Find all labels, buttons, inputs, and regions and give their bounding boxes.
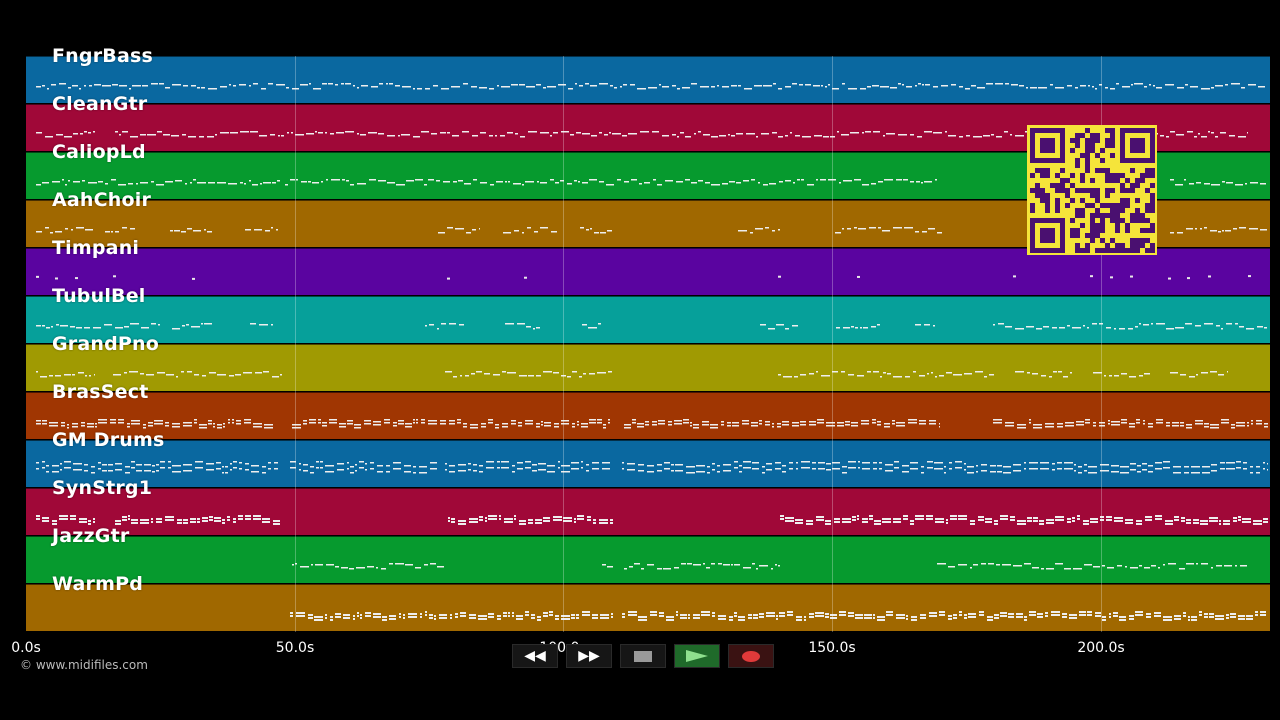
track-label: CleanGtr <box>52 93 148 115</box>
stop-button[interactable] <box>620 644 666 668</box>
track-label: AahChoir <box>52 189 152 211</box>
track-label: Timpani <box>52 237 140 259</box>
track-notes <box>36 227 1267 234</box>
track-lane[interactable] <box>26 440 1270 487</box>
rewind-icon: ◀◀ <box>524 648 546 664</box>
track-label: FngrBass <box>52 45 153 67</box>
track-label: BrasSect <box>52 381 149 403</box>
track-lane[interactable] <box>26 488 1270 535</box>
track-notes <box>36 179 1266 186</box>
track-label: WarmPd <box>52 573 143 595</box>
track-notes <box>36 461 1268 474</box>
track-notes <box>36 515 1268 525</box>
time-gridline <box>295 56 296 632</box>
track-label: CaliopLd <box>52 141 146 163</box>
play-icon <box>686 650 708 662</box>
track-notes <box>36 419 1268 429</box>
track-lane[interactable] <box>26 392 1270 439</box>
time-tick-label: 200.0s <box>1077 640 1125 656</box>
time-tick-label: 150.0s <box>808 640 856 656</box>
track-lane[interactable] <box>26 296 1270 343</box>
copyright-text: © www.midifiles.com <box>20 658 148 672</box>
transport-controls: ◀◀ ▶▶ <box>512 644 782 669</box>
track-lane[interactable] <box>26 344 1270 391</box>
track-label: JazzGtr <box>52 525 130 547</box>
record-icon <box>742 650 760 662</box>
track-notes <box>36 323 1267 330</box>
time-tick-label: 0.0s <box>11 640 41 656</box>
play-button[interactable] <box>674 644 720 668</box>
track-label: TubulBel <box>52 285 146 307</box>
track-lane[interactable] <box>26 584 1270 631</box>
time-gridline <box>563 56 564 632</box>
time-tick-label: 50.0s <box>275 640 315 656</box>
time-gridline <box>1101 56 1102 632</box>
track-notes <box>36 83 1265 90</box>
track-notes <box>36 131 1248 138</box>
record-button[interactable] <box>728 644 774 668</box>
fast-forward-icon: ▶▶ <box>578 648 600 664</box>
track-notes <box>36 371 1228 378</box>
qr-code-icon[interactable] <box>1027 125 1157 255</box>
track-notes <box>292 563 1247 570</box>
stop-icon <box>634 650 652 662</box>
track-lane[interactable] <box>26 536 1270 583</box>
track-label: GM Drums <box>52 429 165 451</box>
track-label: SynStrg1 <box>52 477 153 499</box>
rewind-button[interactable]: ◀◀ <box>512 644 558 668</box>
track-label: GrandPno <box>52 333 160 355</box>
track-notes <box>290 611 1266 621</box>
track-lane[interactable] <box>26 248 1270 295</box>
track-notes <box>36 275 1251 280</box>
time-gridline <box>832 56 833 632</box>
fast-forward-button[interactable]: ▶▶ <box>566 644 612 668</box>
track-lane[interactable] <box>26 56 1270 103</box>
